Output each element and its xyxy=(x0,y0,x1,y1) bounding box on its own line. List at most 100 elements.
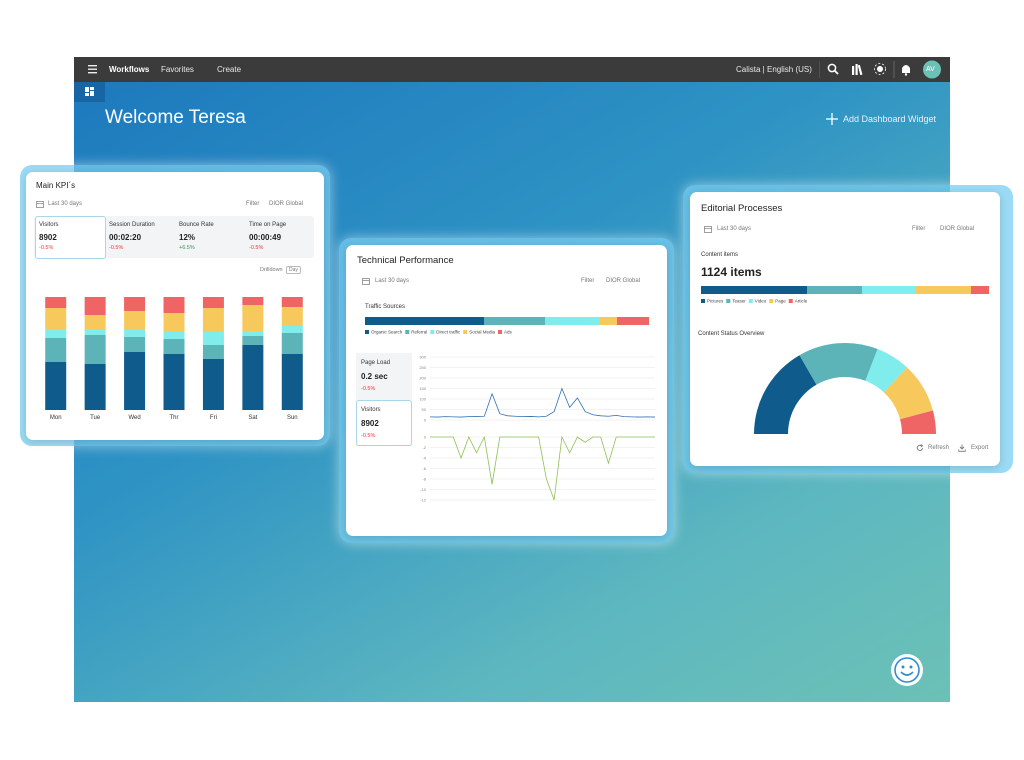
section-title: Content items xyxy=(701,252,739,258)
legend-swatch xyxy=(463,330,468,334)
card-title: Editorial Processes xyxy=(701,203,783,214)
bar-segment xyxy=(484,317,545,325)
metric-label: Visitors xyxy=(39,222,59,228)
legend-swatch xyxy=(497,330,502,334)
metric-label: Visitors xyxy=(361,407,381,413)
period-select[interactable]: Last 30 days xyxy=(717,226,752,232)
granularity-select[interactable]: Day xyxy=(286,266,301,274)
filter-button[interactable]: Filter xyxy=(581,278,595,284)
y-tick-label: 300 xyxy=(419,355,426,360)
y-tick-label: -8 xyxy=(422,477,426,482)
bar-segment xyxy=(617,317,649,325)
period-select[interactable]: Last 30 days xyxy=(48,201,83,207)
bar-segment xyxy=(45,338,67,362)
section-title: Content Status Overview xyxy=(698,331,765,337)
donut-segment xyxy=(799,343,878,385)
bar-segment xyxy=(365,317,484,325)
metric-value: 8902 xyxy=(361,419,379,428)
legend-swatch xyxy=(405,330,410,334)
export-button[interactable]: Export xyxy=(971,445,989,451)
y-tick-label: 0 xyxy=(424,418,427,423)
legend-swatch xyxy=(365,330,369,334)
bar-segment xyxy=(124,352,146,410)
legend-label: Article xyxy=(795,299,808,304)
scope-select[interactable]: DIOR Global xyxy=(606,278,641,284)
legend-label: Direct traffic xyxy=(436,330,461,335)
metric-selected[interactable] xyxy=(356,400,412,446)
help-bot[interactable] xyxy=(890,653,924,687)
period-select[interactable]: Last 30 days xyxy=(375,278,410,284)
refresh-icon xyxy=(916,444,924,451)
bar-segment xyxy=(202,359,224,410)
y-tick-label: -2 xyxy=(422,445,426,450)
error-chart: 0 -2 -4 -6 -8 -10 -12 xyxy=(420,435,655,503)
add-widget-button[interactable]: Add Dashboard Widget xyxy=(843,114,937,124)
refresh-button[interactable]: Refresh xyxy=(928,445,950,451)
avatar[interactable]: AV xyxy=(926,66,935,73)
content-chart: Pictures Teaser Video Page Article xyxy=(701,286,989,304)
metric-value: 12% xyxy=(179,233,196,242)
metric-change: +6.5% xyxy=(179,245,195,251)
metric-change: -0.5% xyxy=(361,433,376,439)
metric-label: Time on Page xyxy=(249,222,287,228)
metric-value: 8902 xyxy=(39,233,57,242)
add-icon xyxy=(826,113,838,125)
card-title: Technical Performance xyxy=(357,255,454,266)
donut-segment xyxy=(754,355,817,434)
dashboard-tab[interactable] xyxy=(74,82,105,102)
metric-change: -0.5% xyxy=(361,386,376,392)
y-tick-label: 250 xyxy=(419,365,426,370)
bar-segment xyxy=(163,297,185,313)
metric-selected[interactable] xyxy=(35,216,106,259)
calendar-icon xyxy=(704,226,712,233)
drilldown-label: Drilldown xyxy=(260,267,283,273)
nav-item[interactable]: Create xyxy=(217,65,242,74)
scope-select[interactable]: DIOR Global xyxy=(269,201,304,207)
line-series xyxy=(430,435,655,501)
tech-card: Technical Performance Last 30 days Filte… xyxy=(346,245,667,536)
bar-segment xyxy=(701,286,807,294)
calendar-icon xyxy=(362,278,370,285)
y-tick-label: 150 xyxy=(419,386,426,391)
bar-segment xyxy=(242,297,264,305)
bar-segment xyxy=(202,345,224,359)
metric-change: -0.5% xyxy=(249,245,264,251)
bar-segment xyxy=(84,297,106,315)
menu-icon[interactable] xyxy=(88,65,98,74)
scope-select[interactable]: DIOR Global xyxy=(940,226,975,232)
bar-segment xyxy=(242,331,264,336)
nav-item[interactable]: Favorites xyxy=(161,65,194,74)
legend-label: Organic Search xyxy=(371,330,403,335)
x-tick-label: Thr xyxy=(170,415,179,421)
bar-segment xyxy=(45,329,67,338)
calendar-icon xyxy=(36,201,44,208)
bar-segment xyxy=(545,317,600,325)
bar-segment xyxy=(84,329,106,335)
y-tick-label: 100 xyxy=(419,397,426,402)
bar-segment xyxy=(242,305,264,331)
bar-segment xyxy=(916,286,971,294)
metric-label: Bounce Rate xyxy=(179,222,214,228)
metric-value: 00:02:20 xyxy=(109,233,142,242)
legend-label: Social Media xyxy=(469,330,495,335)
filter-button[interactable]: Filter xyxy=(246,201,260,207)
bar-segment xyxy=(281,354,303,410)
top-bar: Workflows Favorites Create Calista | Eng… xyxy=(74,57,950,82)
legend-label: Teaser xyxy=(732,299,746,304)
legend-swatch xyxy=(788,299,793,303)
legend-label: Page xyxy=(775,299,786,304)
y-tick-label: -10 xyxy=(420,487,427,492)
legend-label: Pictures xyxy=(707,299,724,304)
donut-segment xyxy=(900,410,936,434)
language-select[interactable]: Calista | English (US) xyxy=(736,65,812,74)
filter-button[interactable]: Filter xyxy=(912,226,926,232)
legend-swatch xyxy=(701,299,705,303)
metric-change: -0.5% xyxy=(109,245,124,251)
bar-segment xyxy=(84,335,106,364)
nav-item[interactable]: Workflows xyxy=(109,65,150,74)
bar-segment xyxy=(163,339,185,354)
x-tick-label: Tue xyxy=(90,415,101,421)
bar-segment xyxy=(45,362,67,410)
bar-segment xyxy=(45,308,67,329)
